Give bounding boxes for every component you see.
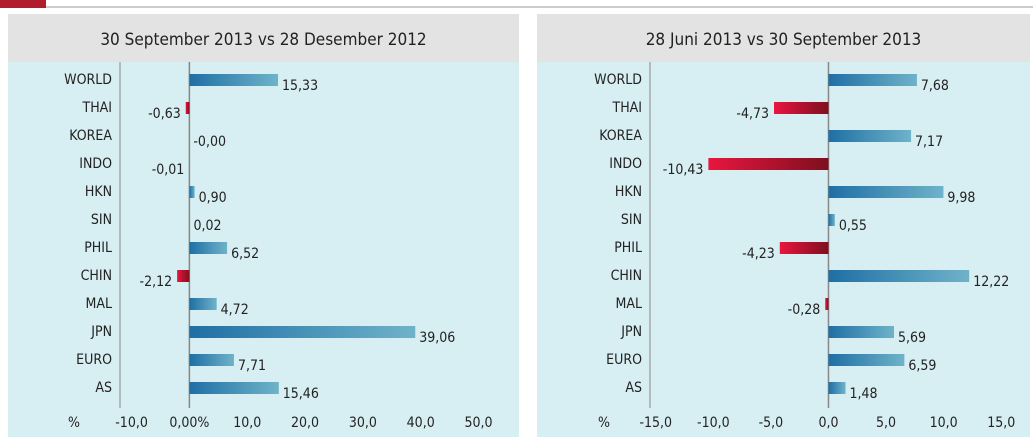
bar [708,158,829,170]
value-label: 7,68 [921,78,949,94]
value-label: 4,72 [221,302,249,318]
bar [779,242,829,254]
bar [828,130,912,142]
category-label: JPN [90,324,112,340]
bar [189,242,228,254]
value-label: 5,69 [898,330,926,346]
bar [189,382,279,394]
value-label: -10,43 [663,162,704,178]
category-label: KOREA [69,128,112,144]
bar [189,298,217,310]
category-label: HKN [615,184,642,200]
category-label: WORLD [594,72,642,88]
category-label: EURO [76,352,112,368]
bar [828,326,895,338]
bar [828,74,917,86]
category-label: PHIL [84,240,112,256]
bar [189,354,234,366]
value-label: -0,63 [148,106,181,122]
x-tick-label: -5,0 [759,415,784,431]
category-label: EURO [606,352,642,368]
value-label: 0,90 [199,190,227,206]
category-label: AS [95,380,112,396]
x-tick-label: -10,0 [115,415,148,431]
value-label: -0,28 [788,302,821,318]
bar [828,270,970,282]
bar [189,326,416,338]
category-label: HKN [85,184,112,200]
value-label: -4,23 [742,246,775,262]
category-label: AS [625,380,642,396]
value-label: 0,55 [839,218,867,234]
plot-area [8,62,519,437]
x-tick-label: 10,0 [233,415,261,431]
value-label: 1,48 [850,386,878,402]
x-tick-label: 10,0 [930,415,958,431]
bar [185,102,190,114]
x-tick-label: 50,0 [464,415,492,431]
value-label: 12,22 [973,274,1009,290]
bar [828,382,846,394]
category-label: INDO [609,156,642,172]
value-label: -4,73 [736,106,769,122]
bar [828,354,905,366]
category-label: THAI [612,100,643,116]
x-axis-label: % [598,415,610,431]
bar [177,270,190,282]
value-label: 39,06 [419,330,455,346]
value-label: 6,59 [908,358,936,374]
chart-title: 28 Juni 2013 vs 30 September 2013 [646,30,922,50]
x-tick-label: 0,0 [818,415,838,431]
title-band [8,14,519,62]
value-label: 15,46 [283,386,319,402]
category-label: SIN [91,212,112,228]
category-label: KOREA [599,128,642,144]
tab [0,0,46,8]
title-band [537,14,1030,62]
x-tick-label: 20,0 [291,415,319,431]
category-label: THAI [82,100,113,116]
x-tick-label: 15,0 [987,415,1015,431]
value-label: 7,71 [238,358,266,374]
bar [825,298,829,310]
x-tick-label: 5,0 [876,415,896,431]
bar [828,214,835,226]
value-label: -2,12 [140,274,173,290]
value-label: 6,52 [231,246,259,262]
bar [774,102,829,114]
value-label: 9,98 [947,190,975,206]
category-label: JPN [620,324,642,340]
value-label: -0,01 [152,162,185,178]
x-tick-label: -10,0 [697,415,730,431]
value-label: 0,02 [194,218,222,234]
value-label: 15,33 [282,78,318,94]
value-label: -0,00 [193,134,226,150]
x-tick-label: -15,0 [639,415,672,431]
category-label: CHIN [611,268,642,284]
category-label: INDO [79,156,112,172]
x-tick-label: 0,00% [169,415,209,431]
value-label: 7,17 [915,134,943,150]
category-label: CHIN [81,268,112,284]
bar [828,186,944,198]
x-tick-label: 40,0 [407,415,435,431]
bar [189,186,195,198]
x-axis-label: % [68,415,80,431]
bar [189,74,279,86]
category-label: MAL [616,296,643,312]
x-tick-label: 30,0 [349,415,377,431]
category-label: PHIL [614,240,642,256]
chart-title: 30 September 2013 vs 28 Desember 2012 [100,30,426,50]
category-label: WORLD [64,72,112,88]
category-label: SIN [621,212,642,228]
category-label: MAL [86,296,113,312]
